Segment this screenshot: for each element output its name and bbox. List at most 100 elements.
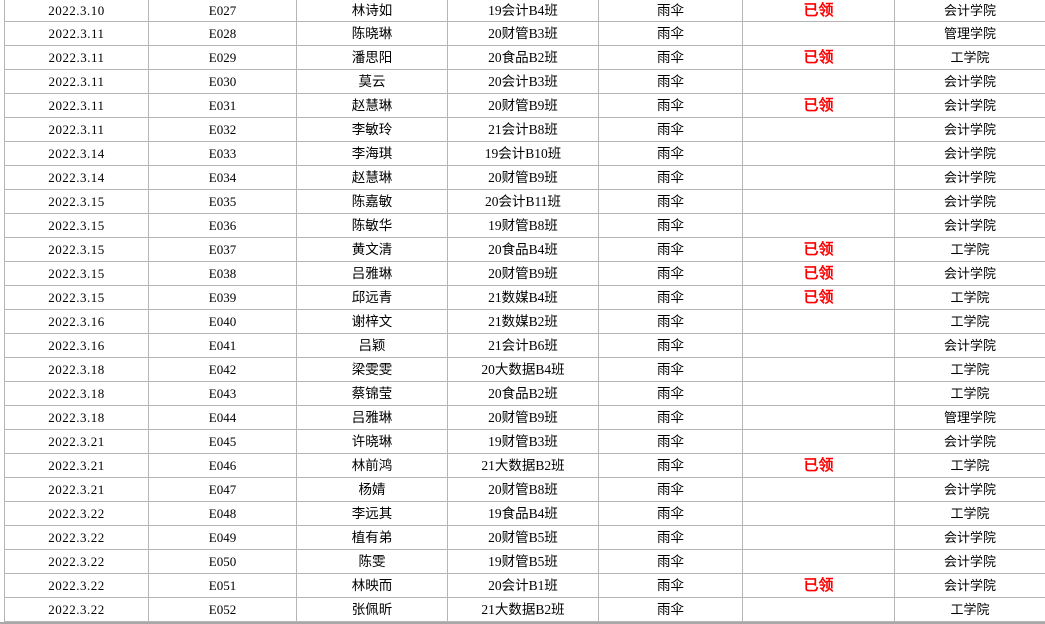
cell-college[interactable]: 管理学院: [895, 406, 1045, 430]
cell-name[interactable]: 莫云: [297, 70, 448, 94]
cell-college[interactable]: 工学院: [895, 502, 1045, 526]
cell-class[interactable]: 19食品B4班: [448, 502, 599, 526]
cell-name[interactable]: 张佩昕: [297, 598, 448, 622]
cell-date[interactable]: 2022.3.18: [5, 406, 149, 430]
cell-id[interactable]: E034: [149, 166, 297, 190]
cell-college[interactable]: 会计学院: [895, 550, 1045, 574]
cell-college[interactable]: 会计学院: [895, 142, 1045, 166]
cell-status[interactable]: [743, 22, 895, 46]
cell-name[interactable]: 李远其: [297, 502, 448, 526]
cell-item[interactable]: 雨伞: [599, 118, 743, 142]
cell-class[interactable]: 20会计B11班: [448, 190, 599, 214]
cell-date[interactable]: 2022.3.21: [5, 478, 149, 502]
cell-class[interactable]: 19财管B8班: [448, 214, 599, 238]
cell-status[interactable]: [743, 478, 895, 502]
cell-status[interactable]: [743, 382, 895, 406]
cell-id[interactable]: E048: [149, 502, 297, 526]
cell-item[interactable]: 雨伞: [599, 238, 743, 262]
cell-date[interactable]: 2022.3.22: [5, 574, 149, 598]
cell-college[interactable]: 会计学院: [895, 70, 1045, 94]
cell-date[interactable]: 2022.3.15: [5, 262, 149, 286]
cell-class[interactable]: 20食品B2班: [448, 382, 599, 406]
cell-date[interactable]: 2022.3.14: [5, 166, 149, 190]
cell-item[interactable]: 雨伞: [599, 526, 743, 550]
cell-name[interactable]: 林前鸿: [297, 454, 448, 478]
cell-item[interactable]: 雨伞: [599, 574, 743, 598]
cell-date[interactable]: 2022.3.11: [5, 46, 149, 70]
cell-status[interactable]: [743, 70, 895, 94]
cell-item[interactable]: 雨伞: [599, 214, 743, 238]
cell-status[interactable]: 已领: [743, 574, 895, 598]
cell-id[interactable]: E030: [149, 70, 297, 94]
cell-name[interactable]: 赵慧琳: [297, 94, 448, 118]
cell-name[interactable]: 蔡锦莹: [297, 382, 448, 406]
cell-status[interactable]: [743, 430, 895, 454]
cell-id[interactable]: E037: [149, 238, 297, 262]
cell-id[interactable]: E036: [149, 214, 297, 238]
cell-item[interactable]: 雨伞: [599, 550, 743, 574]
cell-name[interactable]: 黄文清: [297, 238, 448, 262]
cell-date[interactable]: 2022.3.11: [5, 94, 149, 118]
cell-college[interactable]: 会计学院: [895, 262, 1045, 286]
cell-item[interactable]: 雨伞: [599, 598, 743, 622]
cell-item[interactable]: 雨伞: [599, 94, 743, 118]
cell-name[interactable]: 许晓琳: [297, 430, 448, 454]
cell-status[interactable]: [743, 406, 895, 430]
cell-status[interactable]: [743, 190, 895, 214]
cell-status[interactable]: [743, 526, 895, 550]
cell-college[interactable]: 会计学院: [895, 526, 1045, 550]
cell-date[interactable]: 2022.3.21: [5, 430, 149, 454]
cell-college[interactable]: 会计学院: [895, 190, 1045, 214]
cell-id[interactable]: E050: [149, 550, 297, 574]
cell-college[interactable]: 工学院: [895, 598, 1045, 622]
cell-class[interactable]: 20食品B4班: [448, 238, 599, 262]
cell-item[interactable]: 雨伞: [599, 406, 743, 430]
cell-status[interactable]: [743, 598, 895, 622]
cell-college[interactable]: 工学院: [895, 454, 1045, 478]
cell-class[interactable]: 21大数据B2班: [448, 598, 599, 622]
cell-class[interactable]: 19财管B3班: [448, 430, 599, 454]
cell-id[interactable]: E033: [149, 142, 297, 166]
cell-class[interactable]: 21大数据B2班: [448, 454, 599, 478]
cell-college[interactable]: 工学院: [895, 286, 1045, 310]
cell-date[interactable]: 2022.3.21: [5, 454, 149, 478]
cell-item[interactable]: 雨伞: [599, 70, 743, 94]
cell-status[interactable]: 已领: [743, 46, 895, 70]
cell-class[interactable]: 21会计B6班: [448, 334, 599, 358]
cell-id[interactable]: E049: [149, 526, 297, 550]
cell-date[interactable]: 2022.3.11: [5, 70, 149, 94]
cell-id[interactable]: E044: [149, 406, 297, 430]
cell-item[interactable]: 雨伞: [599, 454, 743, 478]
cell-college[interactable]: 会计学院: [895, 478, 1045, 502]
cell-name[interactable]: 植有弟: [297, 526, 448, 550]
cell-item[interactable]: 雨伞: [599, 310, 743, 334]
cell-id[interactable]: E051: [149, 574, 297, 598]
cell-item[interactable]: 雨伞: [599, 502, 743, 526]
cell-status[interactable]: [743, 166, 895, 190]
cell-name[interactable]: 林诗如: [297, 0, 448, 22]
cell-name[interactable]: 李海琪: [297, 142, 448, 166]
cell-id[interactable]: E047: [149, 478, 297, 502]
cell-college[interactable]: 管理学院: [895, 22, 1045, 46]
cell-college[interactable]: 工学院: [895, 310, 1045, 334]
cell-name[interactable]: 陈嘉敏: [297, 190, 448, 214]
cell-id[interactable]: E041: [149, 334, 297, 358]
cell-college[interactable]: 工学院: [895, 382, 1045, 406]
cell-name[interactable]: 吕雅琳: [297, 262, 448, 286]
cell-date[interactable]: 2022.3.15: [5, 286, 149, 310]
cell-class[interactable]: 20财管B9班: [448, 166, 599, 190]
cell-status[interactable]: [743, 550, 895, 574]
cell-id[interactable]: E046: [149, 454, 297, 478]
cell-id[interactable]: E032: [149, 118, 297, 142]
cell-id[interactable]: E042: [149, 358, 297, 382]
cell-class[interactable]: 21数媒B4班: [448, 286, 599, 310]
cell-item[interactable]: 雨伞: [599, 334, 743, 358]
cell-class[interactable]: 20大数据B4班: [448, 358, 599, 382]
cell-id[interactable]: E027: [149, 0, 297, 22]
cell-status[interactable]: [743, 358, 895, 382]
cell-id[interactable]: E031: [149, 94, 297, 118]
cell-status[interactable]: [743, 310, 895, 334]
cell-name[interactable]: 陈雯: [297, 550, 448, 574]
cell-name[interactable]: 谢梓文: [297, 310, 448, 334]
cell-item[interactable]: 雨伞: [599, 358, 743, 382]
